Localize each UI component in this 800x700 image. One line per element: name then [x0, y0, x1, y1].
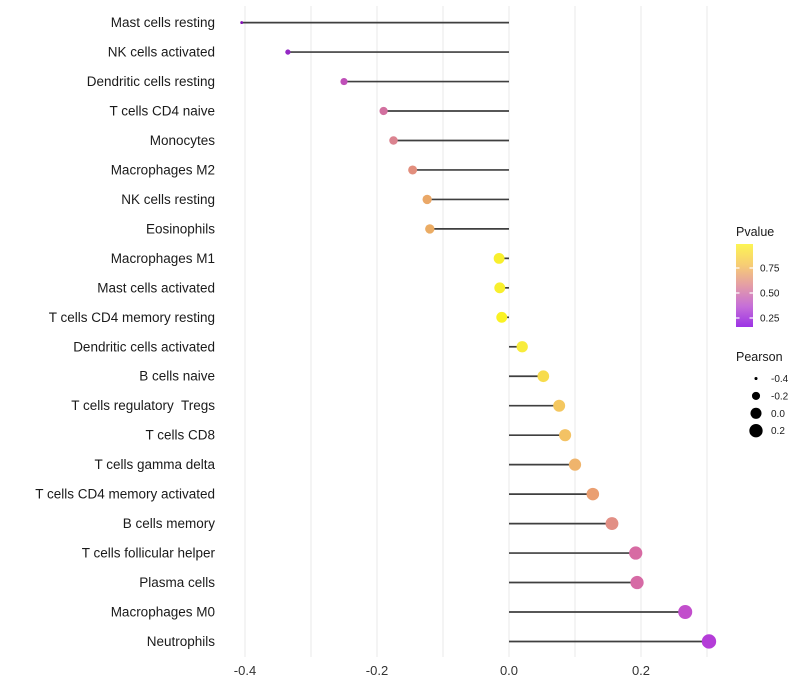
y-axis-label: T cells follicular helper: [82, 546, 216, 561]
y-axis-label: T cells CD8: [145, 428, 215, 443]
y-axis-label: B cells memory: [123, 516, 216, 531]
y-axis-label: Macrophages M2: [111, 162, 215, 177]
pearson-legend-label: -0.2: [771, 391, 789, 402]
lollipop-point: [568, 458, 582, 471]
y-axis-label: T cells gamma delta: [94, 457, 215, 472]
x-axis-tick-labels: -0.4 -0.2 0.0 0.2: [234, 663, 650, 678]
lollipop-point: [389, 136, 398, 145]
lollipop-point: [516, 341, 528, 353]
lollipop-point: [605, 517, 619, 531]
y-axis-label: Plasma cells: [139, 575, 215, 590]
lollipop-point: [240, 21, 244, 25]
lollipop-point: [493, 252, 505, 264]
y-axis-label: NK cells activated: [108, 45, 215, 60]
y-axis-label: B cells naive: [139, 369, 215, 384]
lollipop-point: [425, 224, 435, 234]
lollipop-point: [553, 399, 566, 412]
pearson-legend-label: 0.0: [771, 409, 785, 420]
lollipop-point: [340, 77, 348, 86]
lollipop-point: [408, 165, 418, 175]
y-axis-label: Macrophages M1: [111, 251, 215, 266]
pvalue-colorbar-ticks: 0.75 0.50 0.25: [736, 264, 780, 325]
gridlines: [244, 6, 708, 657]
pearson-legend-dot: [749, 424, 763, 438]
lollipop-point: [701, 634, 717, 649]
lollipop-points: [240, 21, 717, 649]
y-axis-label: NK cells resting: [121, 192, 215, 207]
pvalue-tick-label: 0.75: [760, 264, 780, 275]
lollipop-point: [496, 311, 508, 323]
y-axis-label: T cells regulatory Tregs: [71, 398, 215, 413]
pearson-legend-label: 0.2: [771, 426, 785, 437]
lollipop-point: [379, 106, 388, 116]
legend: Pvalue 0.75 0.50 0.25 Pearson -0.4 -0.2 0.0 0…: [736, 225, 789, 438]
pvalue-tick-label: 0.50: [760, 289, 780, 300]
y-axis-label: Dendritic cells resting: [87, 74, 215, 89]
pearson-legend-title: Pearson: [736, 350, 783, 364]
pvalue-legend-title: Pvalue: [736, 225, 774, 239]
pearson-legend-dot: [751, 391, 761, 400]
lollipop-stems: [241, 21, 709, 643]
pvalue-colorbar: [736, 244, 753, 327]
lollipop-point: [630, 575, 644, 590]
pearson-legend-dot: [750, 407, 762, 419]
y-axis-labels: Mast cells resting NK cells activated Dend…: [35, 15, 215, 649]
lollipop-point: [559, 429, 572, 442]
y-axis-label: Mast cells activated: [97, 280, 215, 295]
x-axis-tick-label: 0.2: [632, 663, 650, 678]
y-axis-label: Neutrophils: [147, 634, 216, 649]
pearson-legend-label: -0.4: [771, 374, 789, 385]
y-axis-label: T cells CD4 memory resting: [49, 310, 215, 325]
lollipop-point: [494, 282, 506, 294]
lollipop-point: [629, 546, 643, 560]
y-axis-label: T cells CD4 naive: [109, 104, 215, 119]
lollipop-point: [285, 49, 291, 55]
y-axis-label: Eosinophils: [146, 221, 215, 236]
lollipop-point: [678, 604, 693, 620]
y-axis-label: Mast cells resting: [111, 15, 215, 30]
x-axis-tick-label: 0.0: [500, 663, 518, 678]
y-axis-label: Macrophages M0: [111, 605, 215, 620]
y-axis-label: Monocytes: [150, 133, 216, 148]
y-axis-label: T cells CD4 memory activated: [35, 487, 215, 502]
lollipop-point: [537, 370, 550, 383]
pearson-legend-dot: [754, 376, 758, 381]
x-axis-tick-label: -0.4: [234, 663, 256, 678]
lollipop-point: [422, 194, 432, 205]
pearson-size-legend: -0.4 -0.2 0.0 0.2: [749, 374, 789, 438]
y-axis-label: Dendritic cells activated: [73, 339, 215, 354]
x-axis-tick-label: -0.2: [366, 663, 388, 678]
pvalue-tick-label: 0.25: [760, 314, 780, 325]
lollipop-point: [586, 487, 600, 501]
